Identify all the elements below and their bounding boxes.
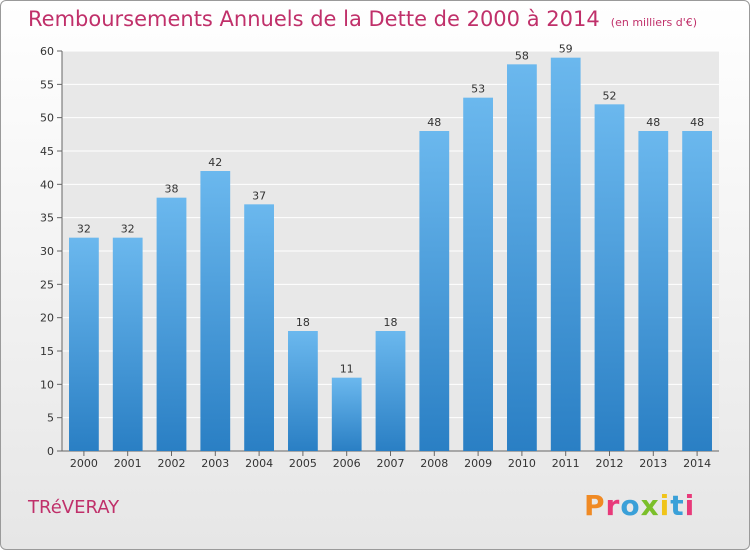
y-tick-label: 60 [40, 45, 54, 58]
x-tick-label: 2013 [639, 457, 667, 470]
x-tick-label: 2003 [201, 457, 229, 470]
bar-value-label: 11 [340, 363, 354, 376]
proxiti-logo: Proxiti [584, 489, 695, 522]
y-tick-label: 55 [40, 78, 54, 91]
place-name: TRéVERAY [28, 497, 120, 518]
bar-value-label: 32 [77, 223, 91, 236]
bar [638, 131, 669, 451]
bar-value-label: 18 [296, 316, 310, 329]
logo-letter: o [620, 489, 641, 522]
bar [550, 57, 581, 452]
x-tick-label: 2007 [377, 457, 405, 470]
x-tick-label: 2001 [114, 457, 142, 470]
bar-value-label: 52 [603, 89, 617, 102]
x-tick-label: 2011 [552, 457, 580, 470]
y-tick-label: 35 [40, 212, 54, 225]
x-tick-label: 2009 [464, 457, 492, 470]
x-tick-label: 2000 [70, 457, 98, 470]
x-tick-label: 2012 [596, 457, 624, 470]
logo-letter: P [584, 489, 606, 522]
bar [69, 237, 99, 451]
bar-value-label: 42 [208, 156, 222, 169]
bar [112, 237, 143, 451]
bar [288, 331, 318, 451]
subtitle-text: (en milliers d'€) [610, 16, 698, 29]
logo-letter: r [605, 489, 621, 522]
x-tick-label: 2002 [158, 457, 186, 470]
logo-letter: i [684, 489, 696, 522]
y-tick-label: 15 [40, 345, 54, 358]
y-tick-label: 5 [47, 412, 54, 425]
y-tick-label: 0 [47, 445, 54, 458]
bar-value-label: 37 [252, 189, 266, 202]
bar [507, 64, 537, 452]
bar [419, 131, 450, 451]
bar-value-label: 48 [427, 116, 441, 129]
x-tick-label: 2005 [289, 457, 317, 470]
y-tick-label: 20 [40, 312, 54, 325]
logo-letter: t [670, 489, 685, 522]
bar-value-label: 38 [165, 183, 179, 196]
bar [244, 204, 274, 451]
bar-value-label: 58 [515, 49, 529, 62]
x-tick-label: 2010 [508, 457, 536, 470]
logo-letter: x [640, 489, 660, 522]
y-tick-label: 40 [40, 178, 54, 191]
y-tick-label: 10 [40, 378, 54, 391]
bar [463, 97, 493, 452]
bar [682, 131, 712, 451]
y-tick-label: 50 [40, 112, 54, 125]
title-text: Remboursements Annuels de la Dette de 20… [28, 7, 600, 31]
bar-value-label: 48 [690, 116, 704, 129]
x-tick-label: 2014 [683, 457, 711, 470]
x-tick-label: 2008 [420, 457, 448, 470]
chart-title: Remboursements Annuels de la Dette de 20… [28, 7, 697, 31]
bar-value-label: 53 [471, 83, 485, 96]
bar-value-label: 59 [559, 43, 573, 56]
bar [594, 104, 625, 451]
y-tick-label: 45 [40, 145, 54, 158]
logo-letter: i [659, 489, 671, 522]
x-tick-label: 2006 [333, 457, 361, 470]
bar-value-label: 18 [384, 316, 398, 329]
bar-value-label: 48 [646, 116, 660, 129]
bar-value-label: 32 [121, 223, 135, 236]
bar [156, 197, 187, 451]
x-tick-label: 2004 [245, 457, 273, 470]
bar [375, 331, 406, 451]
bar [331, 377, 362, 451]
y-tick-label: 30 [40, 245, 54, 258]
bar [200, 171, 231, 451]
y-tick-label: 25 [40, 278, 54, 291]
